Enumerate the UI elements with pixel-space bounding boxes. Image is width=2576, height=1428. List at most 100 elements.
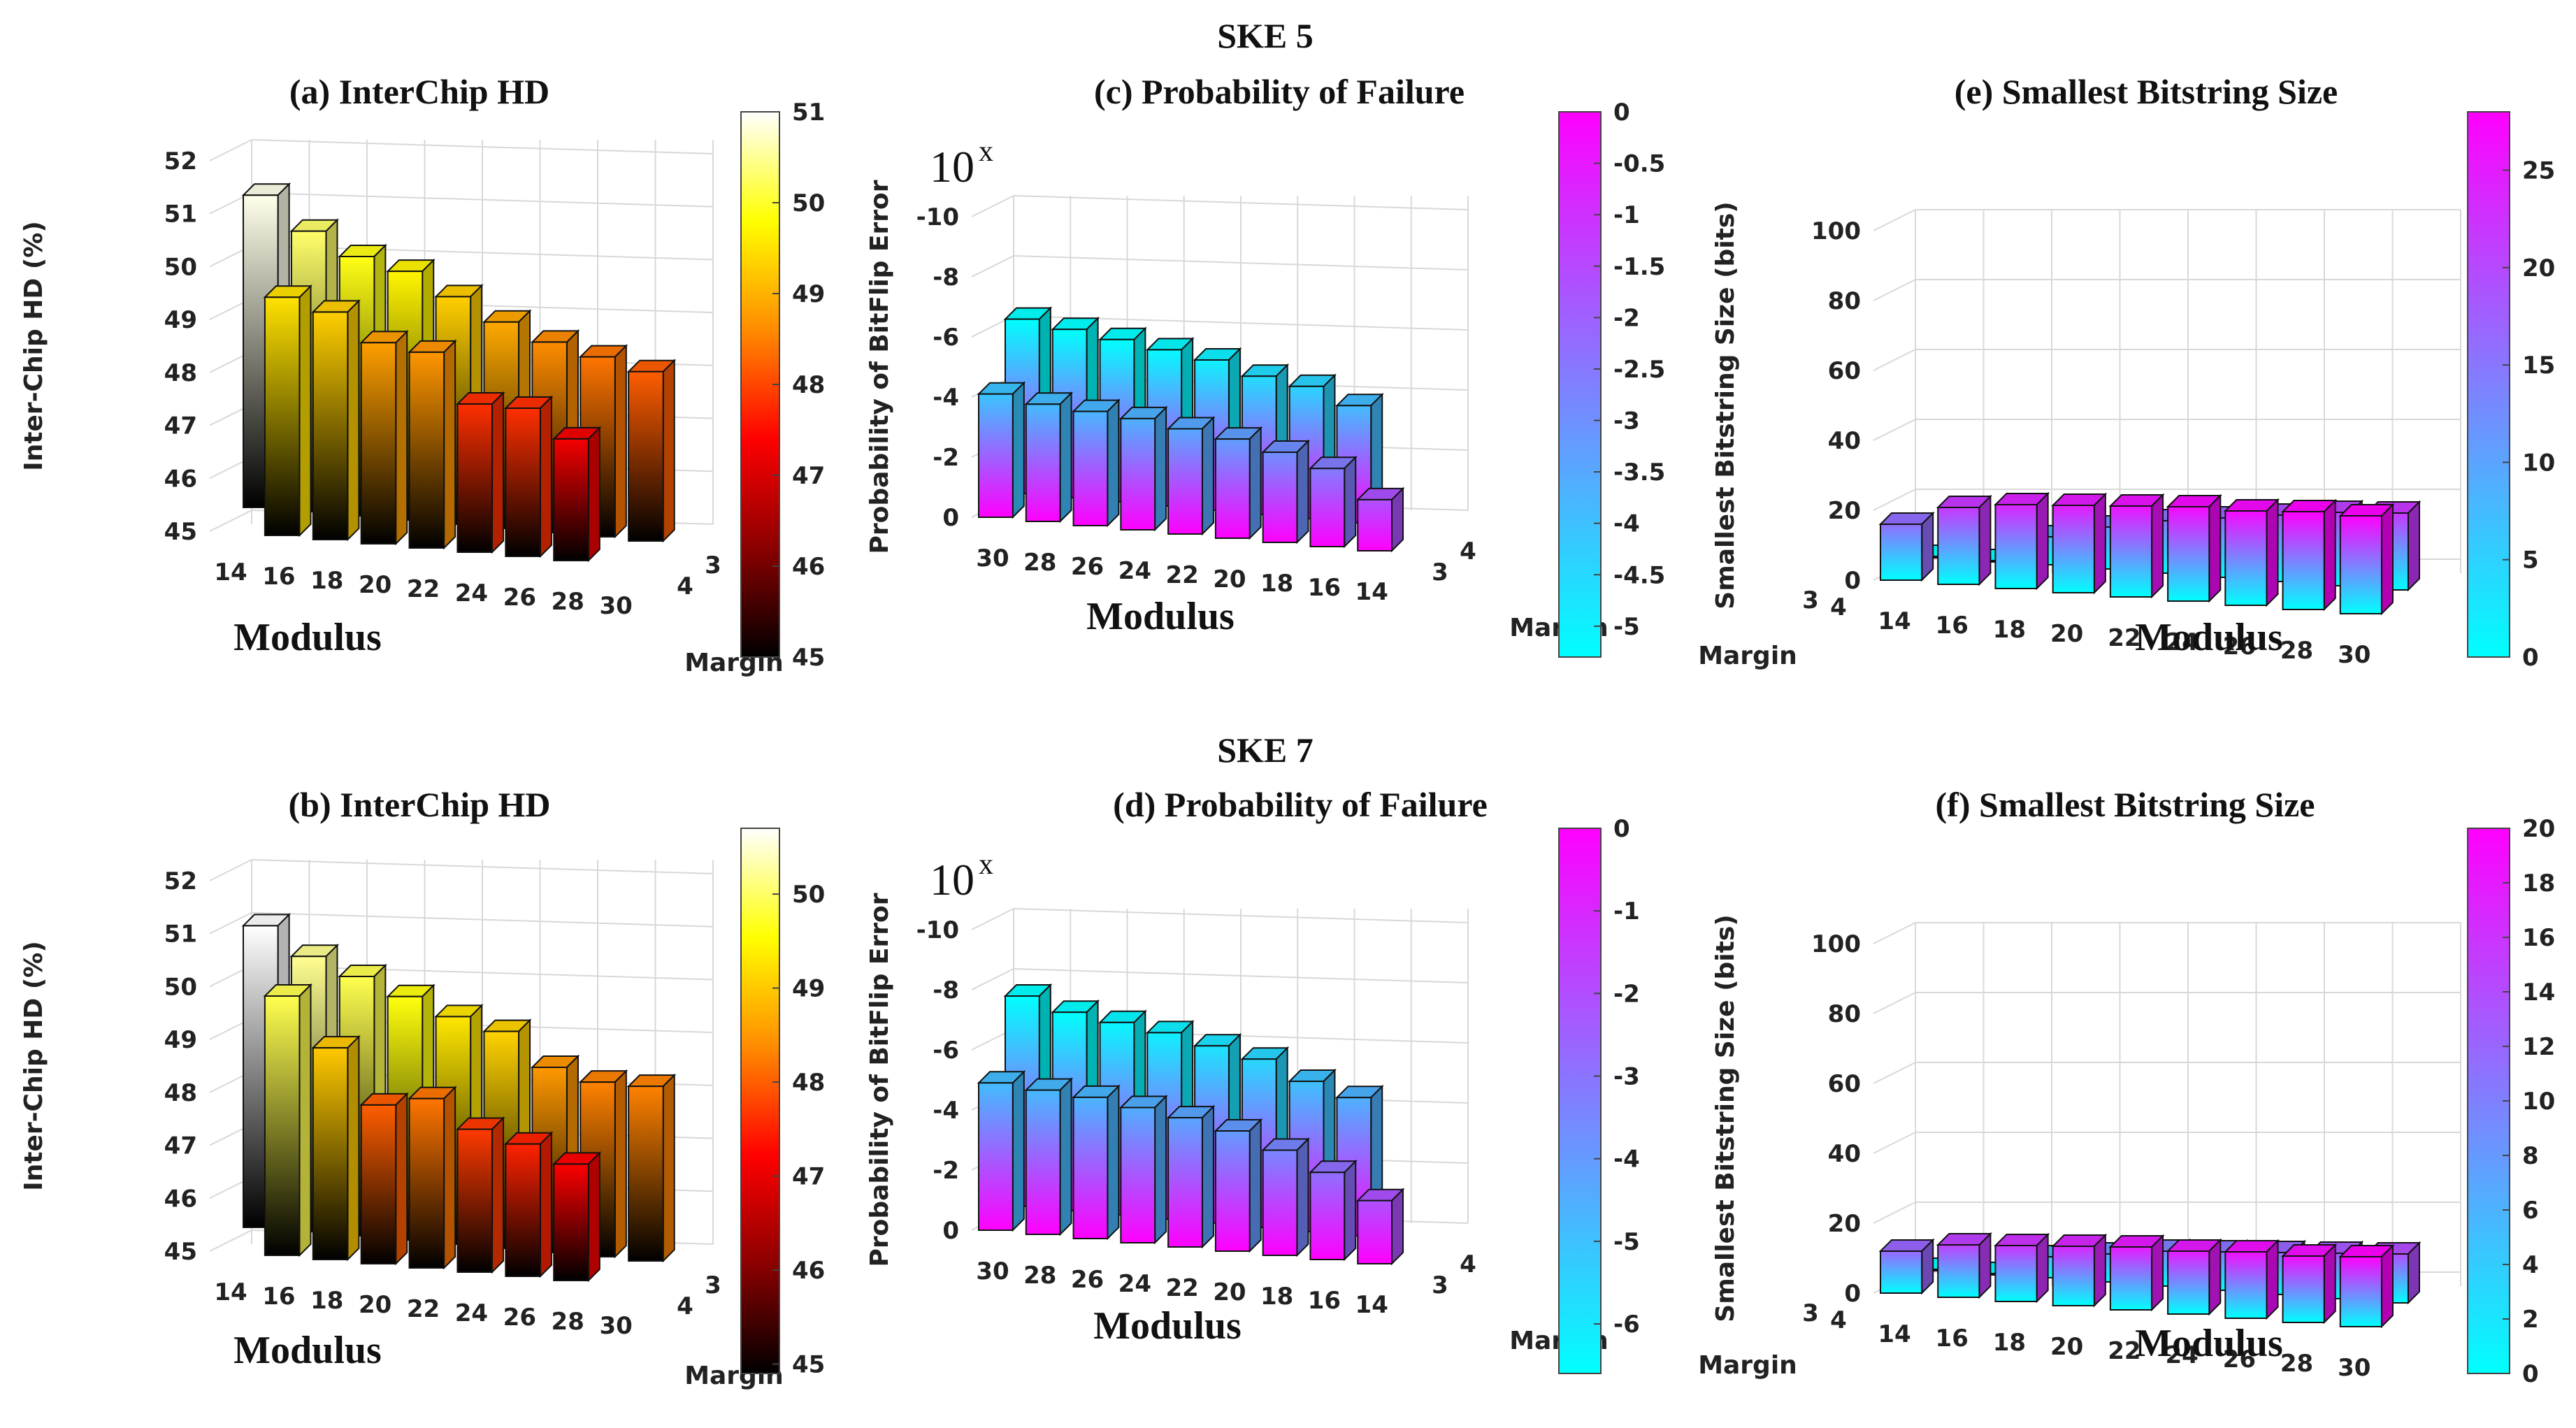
ztick-label: 45 (164, 1238, 197, 1266)
bar (1072, 410, 1109, 526)
ztick-label: 20 (1828, 1210, 1861, 1238)
ztick-label: 0 (942, 1217, 959, 1245)
modulus-tick-label: 20 (359, 1291, 391, 1319)
modulus-tick-label: 16 (262, 1283, 295, 1311)
modulus-tick-label: 26 (1071, 1266, 1104, 1294)
modulus-tick-label: 14 (1878, 607, 1911, 635)
modulus-tick-label: 30 (2338, 1354, 2370, 1382)
colorbar-d: 0 -1 -2 -3 -4 -5 -6 (1558, 815, 1640, 1374)
colorbar-tick-label: 50 (792, 881, 825, 909)
bar (1120, 417, 1156, 531)
modulus-tick-label: 26 (2223, 1346, 2256, 1373)
group-title-ske7: SKE 7 (1217, 730, 1314, 770)
modulus-tick-label: 24 (455, 1299, 488, 1327)
modulus-tick-label: 28 (1023, 1262, 1056, 1290)
bar-side (2208, 1238, 2222, 1316)
gridline (971, 195, 1014, 217)
colorbar-tick-label: -4 (1613, 510, 1640, 538)
modulus-tick-label: 28 (1023, 549, 1056, 577)
xaxis-label: Modulus (233, 1329, 382, 1372)
bar-side (2323, 1243, 2336, 1325)
bar (1937, 507, 1980, 585)
bar-side (2036, 1232, 2049, 1304)
modulus-tick-label: 14 (214, 1278, 247, 1306)
gridline (1873, 489, 1916, 511)
bar (2339, 1256, 2382, 1327)
zaxis-label: Margin (1698, 1351, 1797, 1380)
bar (2167, 1250, 2210, 1315)
modulus-tick-label: 18 (1993, 1329, 2026, 1357)
series-b-2 (263, 983, 602, 1283)
modulus-tick-label: 24 (2165, 1341, 2198, 1369)
modulus-tick-label: 20 (1213, 565, 1246, 593)
colorbar-tick-label: 46 (792, 1257, 825, 1285)
bar-side (298, 983, 312, 1257)
bar-side (1107, 1084, 1120, 1241)
bar (408, 351, 445, 549)
margin-tick-label: 4 (1460, 538, 1476, 565)
bar (456, 1128, 494, 1273)
bar-side (2407, 1241, 2420, 1305)
bar (1357, 498, 1393, 552)
colorbar-c: 0 -0.5 -1 -1.5 -2 -2.5 -3 -3.5 -4 -4.5 -5 (1558, 99, 1665, 658)
ztick-label: 46 (164, 465, 197, 493)
colorbar-tick-label: 45 (792, 1351, 825, 1379)
modulus-tick-label: 14 (1355, 1291, 1388, 1319)
ztick-label: 49 (164, 306, 197, 334)
series-a-2 (263, 284, 602, 563)
bar-side (614, 344, 627, 539)
ztick-label: -10 (916, 916, 959, 944)
modulus-tick-label: 22 (1165, 561, 1198, 589)
ztick-label: 45 (164, 518, 197, 546)
colorbar-tick-label: -6 (1613, 1311, 1640, 1339)
bar-side (347, 1034, 360, 1262)
gridline (209, 1229, 252, 1252)
colorbar-tick-label: 0 (1613, 99, 1630, 127)
modulus-tick-label: 24 (1118, 1270, 1151, 1298)
margin-tick-label: 4 (1830, 1306, 1847, 1334)
bar-side (1296, 1137, 1309, 1257)
colorbar-tick-label: 15 (2522, 352, 2555, 380)
colorbar-tick-label: 46 (792, 553, 825, 581)
margin-tick-label: 3 (1802, 1299, 1819, 1327)
margin-tick-label: 3 (1432, 1271, 1448, 1299)
xaxis-label: Modulus (1093, 1304, 1242, 1348)
ztick-label: 80 (1828, 287, 1861, 315)
bar (978, 393, 1014, 519)
xaxis-label: Modulus (2135, 1322, 2283, 1365)
bar-side (1249, 1118, 1262, 1253)
modulus-tick-label: 16 (1936, 612, 1969, 640)
colorbar-gradient (740, 828, 780, 1374)
colorbar-tick-label: 14 (2522, 979, 2555, 1007)
bar-side (1012, 381, 1025, 519)
bar (1994, 1245, 2038, 1302)
colorbar-tick-label: 5 (2522, 547, 2539, 575)
bar (2109, 1246, 2153, 1311)
bar (2282, 511, 2325, 610)
gridline (1873, 279, 1916, 301)
ztick-label: 0 (942, 504, 959, 532)
colorbar-tick-label: 48 (792, 371, 825, 399)
colorbar-tick-label: -3.5 (1613, 459, 1665, 486)
ztick-label: 52 (164, 147, 197, 175)
modulus-tick-label: 24 (1118, 557, 1151, 585)
yaxis-label: Smallest Bitstring Size (bits) (1711, 914, 1740, 1322)
colorbar-tick-label: -4 (1613, 1146, 1640, 1174)
modulus-tick-label: 24 (2165, 628, 2198, 656)
bar-side (2208, 493, 2222, 603)
xaxis-label: Modulus (2135, 616, 2283, 659)
gridline (1873, 419, 1916, 441)
colorbar-tick-label: 45 (792, 644, 825, 672)
bar-side (491, 391, 505, 554)
colorbar-tick-label: 8 (2522, 1142, 2539, 1170)
yaxis-label: Smallest Bitstring Size (bits) (1711, 201, 1740, 609)
ztick-label: -2 (933, 444, 959, 472)
colorbar-tick-label: -2 (1613, 980, 1640, 1008)
yaxis-label: Probability of BitFlip Error (865, 893, 894, 1267)
bar-side (1296, 439, 1309, 544)
colorbar-tick-label: -0.5 (1613, 150, 1665, 178)
colorbar-tick-label: -4.5 (1613, 561, 1665, 589)
bar-side (1107, 398, 1120, 528)
